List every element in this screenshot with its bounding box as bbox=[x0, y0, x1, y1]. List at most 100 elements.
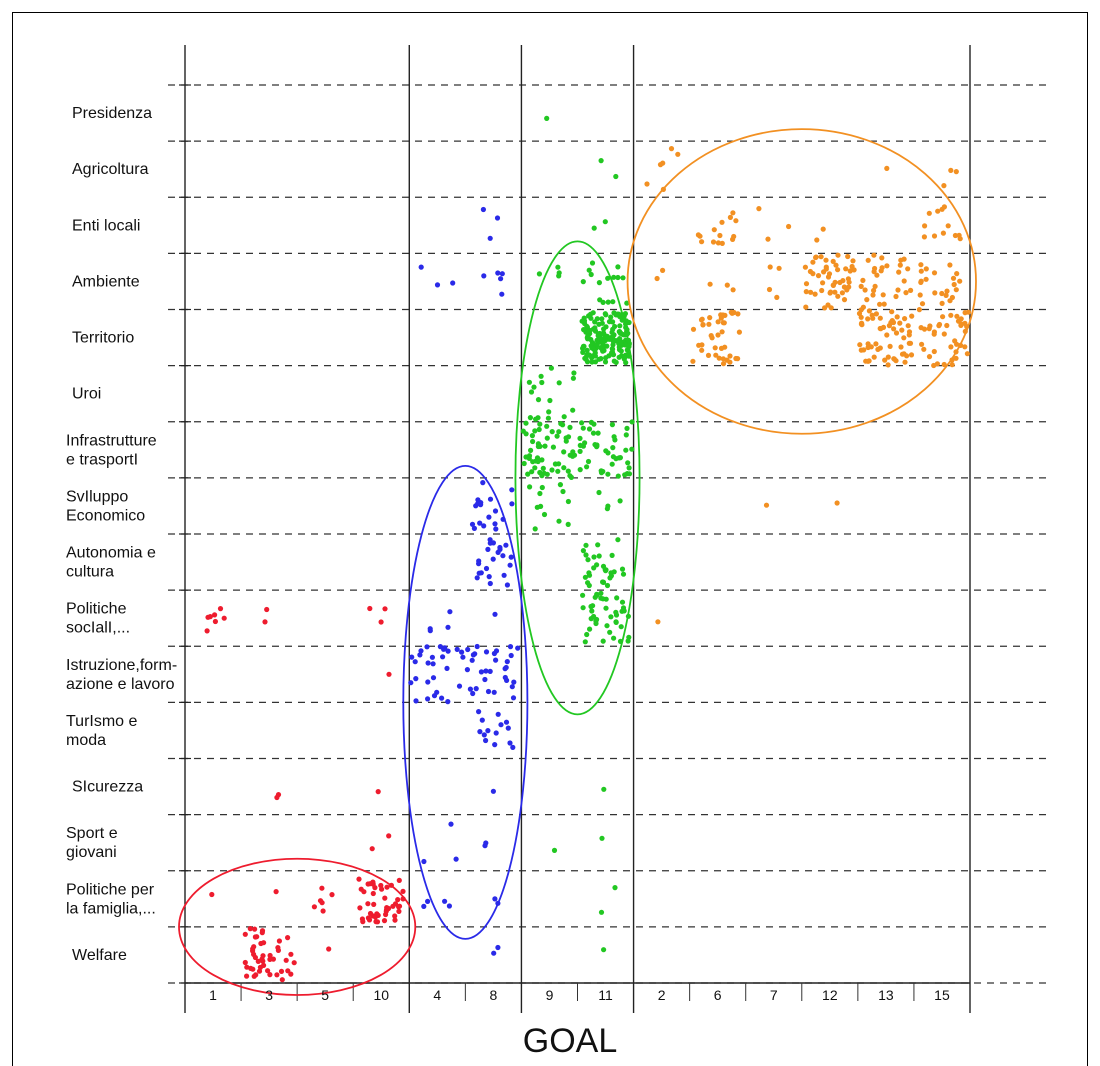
data-point-red bbox=[244, 964, 250, 970]
data-point-orange bbox=[839, 290, 846, 296]
data-point-red bbox=[261, 962, 267, 969]
data-point-blue bbox=[442, 898, 448, 904]
data-point-green bbox=[598, 158, 604, 164]
data-point-green bbox=[598, 590, 604, 596]
data-point-red bbox=[205, 614, 211, 620]
data-point-orange bbox=[820, 226, 826, 232]
data-point-orange bbox=[690, 358, 696, 364]
data-point-green bbox=[584, 347, 590, 353]
data-point-orange bbox=[953, 355, 959, 361]
data-point-green bbox=[529, 433, 536, 439]
data-point-green bbox=[580, 349, 586, 355]
data-point-blue bbox=[425, 679, 431, 685]
data-point-green bbox=[603, 605, 609, 611]
data-point-red bbox=[367, 910, 374, 917]
cluster-ellipse-green bbox=[514, 240, 641, 716]
data-point-green bbox=[584, 323, 590, 329]
data-point-green bbox=[608, 614, 614, 620]
data-point-blue bbox=[498, 722, 504, 728]
data-point-orange bbox=[879, 255, 885, 261]
data-point-blue bbox=[504, 659, 510, 665]
data-point-orange bbox=[964, 351, 971, 357]
data-point-red bbox=[255, 958, 261, 965]
data-point-orange bbox=[948, 344, 954, 350]
data-point-green bbox=[617, 323, 623, 329]
y-category-label: Enti locali bbox=[72, 217, 140, 234]
data-point-orange bbox=[952, 232, 959, 239]
data-point-green bbox=[610, 352, 617, 358]
data-point-orange bbox=[943, 292, 949, 298]
data-point-blue bbox=[497, 544, 503, 551]
data-point-orange bbox=[940, 314, 946, 320]
data-point-green bbox=[610, 342, 616, 348]
data-point-green bbox=[585, 458, 592, 465]
data-point-blue bbox=[487, 580, 493, 587]
data-point-orange bbox=[814, 237, 820, 243]
data-point-orange bbox=[962, 310, 968, 316]
data-point-green bbox=[621, 608, 627, 614]
data-point-green bbox=[604, 623, 610, 629]
data-point-orange bbox=[841, 297, 848, 303]
data-point-blue bbox=[478, 500, 484, 506]
data-point-blue bbox=[478, 669, 484, 675]
data-point-green bbox=[600, 638, 606, 644]
data-point-orange bbox=[802, 264, 809, 270]
data-point-green bbox=[526, 453, 533, 459]
data-point-blue bbox=[504, 582, 510, 588]
data-point-green bbox=[625, 638, 631, 644]
data-point-orange bbox=[706, 321, 712, 327]
data-point-green bbox=[531, 384, 537, 390]
data-point-green bbox=[557, 482, 564, 488]
data-point-orange bbox=[899, 327, 905, 333]
data-point-green bbox=[592, 442, 598, 448]
data-point-orange bbox=[708, 333, 714, 339]
data-point-orange bbox=[832, 279, 838, 285]
data-point-red bbox=[374, 919, 381, 925]
data-point-green bbox=[547, 397, 553, 404]
data-point-green bbox=[556, 273, 562, 279]
data-point-green bbox=[617, 330, 624, 336]
data-point-blue bbox=[464, 667, 470, 673]
data-point-blue bbox=[439, 695, 445, 701]
data-point-green bbox=[583, 542, 589, 548]
data-point-blue bbox=[460, 654, 466, 660]
y-category-label-line: SIcurezza bbox=[72, 779, 143, 796]
data-point-green bbox=[544, 435, 550, 441]
data-point-orange bbox=[891, 326, 897, 332]
data-point-orange bbox=[865, 257, 871, 263]
x-tick-label: 10 bbox=[373, 987, 389, 1003]
data-point-blue bbox=[483, 737, 489, 744]
data-point-green bbox=[602, 359, 609, 365]
data-point-green bbox=[599, 320, 605, 326]
data-point-orange bbox=[931, 348, 937, 355]
data-point-blue bbox=[509, 501, 515, 507]
data-point-green bbox=[619, 599, 626, 605]
data-point-green bbox=[595, 333, 601, 339]
data-point-orange bbox=[735, 311, 741, 317]
data-point-orange bbox=[815, 273, 822, 279]
data-point-green bbox=[605, 471, 611, 477]
data-point-green bbox=[602, 338, 608, 344]
data-point-green bbox=[623, 432, 629, 438]
data-point-green bbox=[570, 375, 577, 381]
y-category-label-line: Politiche bbox=[66, 601, 127, 618]
data-point-green bbox=[583, 552, 589, 558]
data-point-orange bbox=[905, 323, 911, 329]
x-tick-label: 15 bbox=[934, 987, 950, 1003]
data-point-green bbox=[561, 465, 567, 471]
y-category-label-line: socIalI,... bbox=[66, 620, 130, 637]
data-point-red bbox=[285, 968, 291, 974]
data-point-blue bbox=[493, 526, 499, 532]
data-point-blue bbox=[453, 856, 459, 862]
data-point-blue bbox=[441, 646, 447, 652]
data-point-blue bbox=[421, 858, 427, 865]
data-point-orange bbox=[897, 320, 903, 326]
data-point-blue bbox=[511, 679, 517, 685]
data-point-blue bbox=[408, 680, 414, 686]
data-point-green bbox=[555, 264, 561, 270]
data-point-orange bbox=[885, 362, 891, 368]
data-point-green bbox=[570, 449, 576, 455]
data-point-orange bbox=[833, 262, 839, 268]
data-point-green bbox=[532, 465, 538, 471]
